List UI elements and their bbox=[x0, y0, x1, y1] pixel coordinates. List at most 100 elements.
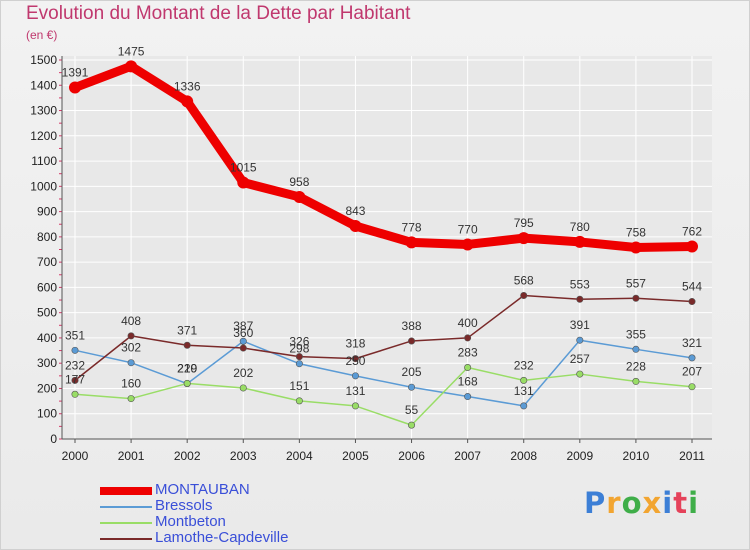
data-point bbox=[351, 402, 359, 410]
logo-letter: x bbox=[642, 486, 663, 520]
data-label: 232 bbox=[514, 358, 534, 372]
data-point bbox=[464, 393, 472, 401]
data-label: 770 bbox=[458, 222, 478, 236]
data-point bbox=[239, 344, 247, 352]
x-tick-label: 2001 bbox=[118, 449, 145, 463]
legend-swatch bbox=[100, 506, 152, 508]
data-label: 326 bbox=[289, 335, 309, 349]
data-label: 568 bbox=[514, 273, 534, 287]
data-point bbox=[295, 353, 303, 361]
data-point bbox=[351, 355, 359, 363]
data-point bbox=[408, 337, 416, 345]
data-point bbox=[629, 241, 642, 254]
legend-label: Bressols bbox=[155, 497, 213, 514]
data-point bbox=[239, 337, 247, 345]
data-label: 351 bbox=[65, 328, 85, 342]
logo-letter: i bbox=[662, 486, 674, 520]
series-line-montbeton bbox=[74, 366, 693, 426]
x-tick-label: 2000 bbox=[62, 449, 89, 463]
data-point bbox=[576, 295, 584, 303]
logo-letter: r bbox=[606, 486, 622, 520]
data-label: 131 bbox=[345, 384, 365, 398]
logo-letter: i bbox=[688, 486, 700, 520]
data-label: 228 bbox=[626, 359, 646, 373]
data-point bbox=[576, 370, 584, 378]
data-point bbox=[295, 360, 303, 368]
data-label: 371 bbox=[177, 323, 197, 337]
data-point bbox=[127, 395, 135, 403]
data-point bbox=[464, 334, 472, 342]
x-tick-label: 2007 bbox=[454, 449, 481, 463]
data-label: 387 bbox=[233, 319, 253, 333]
axes: 0 100 200 300 400 500 600 700 800 900 1000 1100 1200… bbox=[30, 53, 712, 463]
y-tick-label: 1300 bbox=[30, 104, 57, 118]
data-label: 408 bbox=[121, 314, 141, 328]
data-labels: 351 302 219 387 298 250 205 168 131 391 355 321 177 1… bbox=[62, 44, 703, 417]
x-tick-label: 2009 bbox=[566, 449, 593, 463]
data-point bbox=[71, 376, 79, 384]
data-point bbox=[183, 379, 191, 387]
legend-label: MONTAUBAN bbox=[155, 481, 250, 498]
data-label: 219 bbox=[177, 362, 197, 376]
data-point bbox=[688, 354, 696, 362]
y-tick-label: 1000 bbox=[30, 179, 57, 193]
data-point bbox=[69, 81, 81, 94]
data-label: 544 bbox=[682, 280, 702, 294]
data-label: 1336 bbox=[174, 79, 201, 93]
data-label: 355 bbox=[626, 327, 646, 341]
data-point bbox=[349, 220, 362, 233]
data-label: 758 bbox=[626, 225, 646, 239]
y-tick-label: 600 bbox=[37, 280, 57, 294]
x-tick-label: 2002 bbox=[174, 449, 201, 463]
data-label: 232 bbox=[65, 358, 85, 372]
legend-swatch bbox=[100, 487, 152, 495]
series-line-lamothe-capdeville bbox=[74, 294, 693, 382]
data-point bbox=[520, 376, 528, 384]
data-label: 321 bbox=[682, 336, 702, 350]
y-tick-label: 1100 bbox=[31, 154, 57, 168]
y-tick-label: 200 bbox=[37, 381, 57, 395]
legend-label: Lamothe-Capdeville bbox=[155, 529, 289, 546]
data-label: 55 bbox=[405, 403, 419, 417]
y-tick-label: 100 bbox=[37, 407, 57, 421]
logo-letter: t bbox=[673, 486, 689, 520]
series-line-bressols bbox=[74, 339, 693, 407]
data-label: 220 bbox=[177, 361, 197, 375]
data-point bbox=[464, 363, 472, 371]
data-label: 388 bbox=[402, 319, 422, 333]
data-point bbox=[408, 421, 416, 429]
data-label: 400 bbox=[458, 316, 478, 330]
data-label: 205 bbox=[402, 365, 422, 379]
data-point bbox=[405, 236, 418, 249]
data-label: 168 bbox=[458, 375, 478, 389]
data-label: 160 bbox=[121, 377, 141, 391]
data-label: 553 bbox=[570, 277, 590, 291]
data-label: 283 bbox=[458, 345, 478, 359]
series-line-montauban bbox=[70, 61, 697, 252]
logo-letter: P bbox=[584, 486, 607, 520]
data-label: 778 bbox=[402, 220, 422, 234]
data-label: 1391 bbox=[62, 66, 89, 80]
data-point bbox=[351, 372, 359, 380]
data-point bbox=[237, 176, 250, 189]
data-point bbox=[517, 232, 530, 245]
data-point bbox=[125, 60, 138, 73]
y-tick-label: 900 bbox=[37, 205, 57, 219]
chart-title: Evolution du Montant de la Dette par Hab… bbox=[26, 3, 411, 24]
data-point bbox=[688, 298, 696, 306]
x-tick-label: 2005 bbox=[342, 449, 369, 463]
legend-swatch bbox=[100, 538, 152, 540]
x-tick-label: 2004 bbox=[286, 449, 313, 463]
y-tick-label: 1200 bbox=[30, 129, 57, 143]
data-label: 843 bbox=[345, 204, 365, 218]
data-point bbox=[127, 359, 135, 367]
data-point bbox=[408, 383, 416, 391]
x-tick-label: 2006 bbox=[398, 449, 425, 463]
data-label: 298 bbox=[289, 342, 309, 356]
data-point bbox=[686, 240, 698, 253]
x-tick-label: 2008 bbox=[510, 449, 537, 463]
y-tick-label: 700 bbox=[37, 255, 57, 269]
data-point bbox=[632, 345, 640, 353]
data-label: 131 bbox=[514, 384, 534, 398]
data-label: 360 bbox=[233, 326, 253, 340]
